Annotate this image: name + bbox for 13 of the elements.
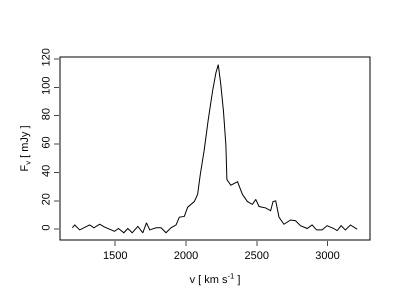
y-tick-label: 60 [40, 136, 53, 149]
y-tick-label: 120 [40, 48, 53, 67]
x-tick-label: 2500 [244, 250, 269, 262]
y-tick-label: 20 [40, 193, 53, 206]
line-series [72, 64, 358, 234]
x-tick-label: 1500 [102, 250, 128, 262]
y-tick-label: 40 [40, 164, 53, 177]
y-tick-label: 0 [40, 224, 53, 231]
x-tick-label: 2000 [174, 250, 198, 262]
y-tick-label: 80 [40, 108, 53, 120]
x-axis-title: v [ km s$^{-1}$ ] [190, 271, 240, 286]
x-tick-label: 3000 [315, 250, 340, 262]
y-tick-label: 100 [40, 76, 53, 95]
